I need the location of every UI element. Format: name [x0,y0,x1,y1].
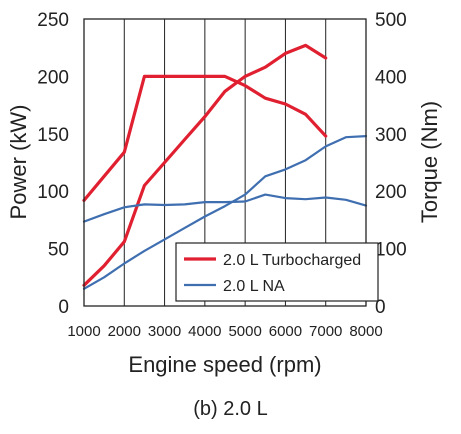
x-tick-label: 1000 [67,323,100,340]
legend-label-0: 2.0 L Turbocharged [223,252,361,269]
y-right-tick-label: 400 [375,67,407,88]
y-left-tick-label: 200 [37,67,69,88]
series-layer [82,43,368,290]
y-right-tick-label: 300 [375,125,407,146]
chart: 1000 2000 3000 4000 5000 6000 7000 800005010015… [6,10,442,377]
y-axis-left-title: Power (kW) [6,105,31,220]
y-left-tick-label: 250 [37,10,69,31]
y-left-tick-label: 50 [48,240,69,261]
series-line-na-power [82,135,368,290]
legend: 2.0 L Turbocharged 2.0 L NA [175,242,379,302]
x-tick-label: 3000 [148,323,181,340]
y-right-tick-label: 100 [375,240,407,261]
tick-labels: 1000 2000 3000 4000 5000 6000 7000 800005010015… [37,10,406,340]
grid-lines [123,19,327,306]
x-tick-label: 8000 [349,323,382,340]
y-right-tick-label: 200 [375,182,407,203]
y-axis-right-title: Torque (Nm) [417,101,442,223]
series-line-na-torque [82,193,368,223]
legend-box [175,242,379,302]
x-tick-label: 7000 [309,323,342,340]
series-line-turbo-power [82,43,328,287]
x-tick-label: 5000 [228,323,261,340]
figure-caption: (b) 2.0 L [193,398,268,420]
plot-frame [83,18,367,307]
y-left-tick-label: 0 [58,297,69,318]
y-left-tick-label: 150 [37,125,69,146]
y-right-tick-label: 0 [375,297,386,318]
x-tick-label: 4000 [188,323,221,340]
series-line-turbo-torque [82,74,328,202]
legend-label-1: 2.0 L NA [223,278,285,295]
y-right-tick-label: 500 [375,10,407,31]
x-axis-title: Engine speed (rpm) [128,352,321,377]
x-tick-label: 6000 [269,323,302,340]
x-tick-label: 2000 [108,323,141,340]
y-left-tick-label: 100 [37,182,69,203]
